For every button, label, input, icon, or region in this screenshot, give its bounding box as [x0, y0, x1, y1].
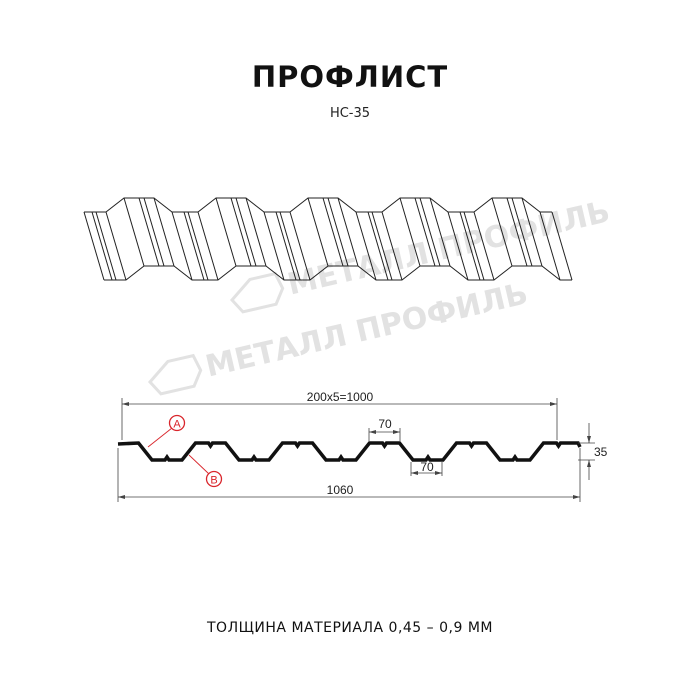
sheet-stiffener-line — [138, 197, 160, 267]
sheet-stiffener-line — [91, 211, 113, 281]
sheet-stiffener-line — [414, 197, 436, 267]
sheet-stiffener-line — [322, 197, 344, 267]
sheet-stiffener-line — [463, 211, 485, 281]
sheet-stiffener-line — [235, 197, 257, 267]
dimension-arrows — [118, 402, 591, 499]
watermark-bottom: МЕТАЛЛ ПРОФИЛЬ — [147, 276, 531, 396]
sheet-stiffener-line — [95, 211, 117, 281]
sheet-stiffener-line — [459, 211, 481, 281]
page-title: ПРОФЛИСТ — [251, 60, 449, 94]
sheet-stiffener-line — [183, 211, 205, 281]
sheet-fold-line — [337, 197, 359, 267]
height-label: 35 — [594, 445, 608, 459]
total-width-label: 1060 — [327, 483, 354, 497]
sheet-fold-line — [245, 197, 267, 267]
sheet-fold-line — [197, 211, 219, 281]
sheet-fold-line — [105, 211, 127, 281]
marker-b-label: B — [210, 475, 217, 487]
sheet-fold-line — [399, 197, 421, 267]
span-label: 200x5=1000 — [307, 390, 374, 404]
watermark-logo-icon — [229, 271, 285, 314]
profile-section — [117, 441, 582, 462]
thickness-note: ТОЛЩИНА МАТЕРИАЛА 0,45 – 0,9 ММ — [207, 620, 493, 636]
sheet-stiffener-line — [511, 197, 533, 267]
sheet-fold-line — [491, 197, 513, 267]
sheet-stiffener-line — [419, 197, 441, 267]
sheet-fold-line — [447, 211, 469, 281]
watermark-top: МЕТАЛЛ ПРОФИЛЬ — [229, 194, 613, 314]
sheet-fold-line — [215, 197, 237, 267]
sheet-stiffener-line — [275, 211, 297, 281]
sheet-stiffener-line — [371, 211, 393, 281]
sheet-stiffener-line — [506, 197, 528, 267]
sheet-fold-line — [381, 211, 403, 281]
sheet-stiffener-line — [327, 197, 349, 267]
bottom-flat-label: 70 — [420, 460, 434, 474]
sheet-stiffener-line — [279, 211, 301, 281]
sheet-3d-view — [83, 197, 573, 281]
marker-a: A — [147, 414, 186, 448]
sheet-fold-line — [473, 211, 495, 281]
sheet-fold-line — [307, 197, 329, 267]
watermark-text: МЕТАЛЛ ПРОФИЛЬ — [202, 276, 531, 384]
sheet-stiffener-line — [143, 197, 165, 267]
watermark-text: МЕТАЛЛ ПРОФИЛЬ — [284, 194, 613, 302]
sheet-fold-line — [123, 197, 145, 267]
dimensions — [117, 398, 595, 502]
sheet-stiffener-line — [367, 211, 389, 281]
sheet-fold-line — [171, 211, 193, 281]
watermark-logo-icon — [147, 353, 203, 396]
sheet-fold-line — [83, 211, 105, 281]
marker-a-label: A — [173, 419, 181, 431]
sheet-fold-line — [263, 211, 285, 281]
top-flat-label: 70 — [378, 417, 392, 431]
sheet-fold-line — [153, 197, 175, 267]
sheet-fold-line — [539, 211, 561, 281]
sheet-fold-line — [521, 197, 543, 267]
sheet-fold-line — [355, 211, 377, 281]
sheet-stiffener-line — [230, 197, 252, 267]
model-subtitle: НС-35 — [329, 106, 371, 121]
sheet-fold-line — [429, 197, 451, 267]
sheet-fold-line — [289, 211, 311, 281]
marker-b: B — [188, 454, 223, 488]
sheet-stiffener-line — [187, 211, 209, 281]
sheet-fold-line — [551, 211, 573, 281]
